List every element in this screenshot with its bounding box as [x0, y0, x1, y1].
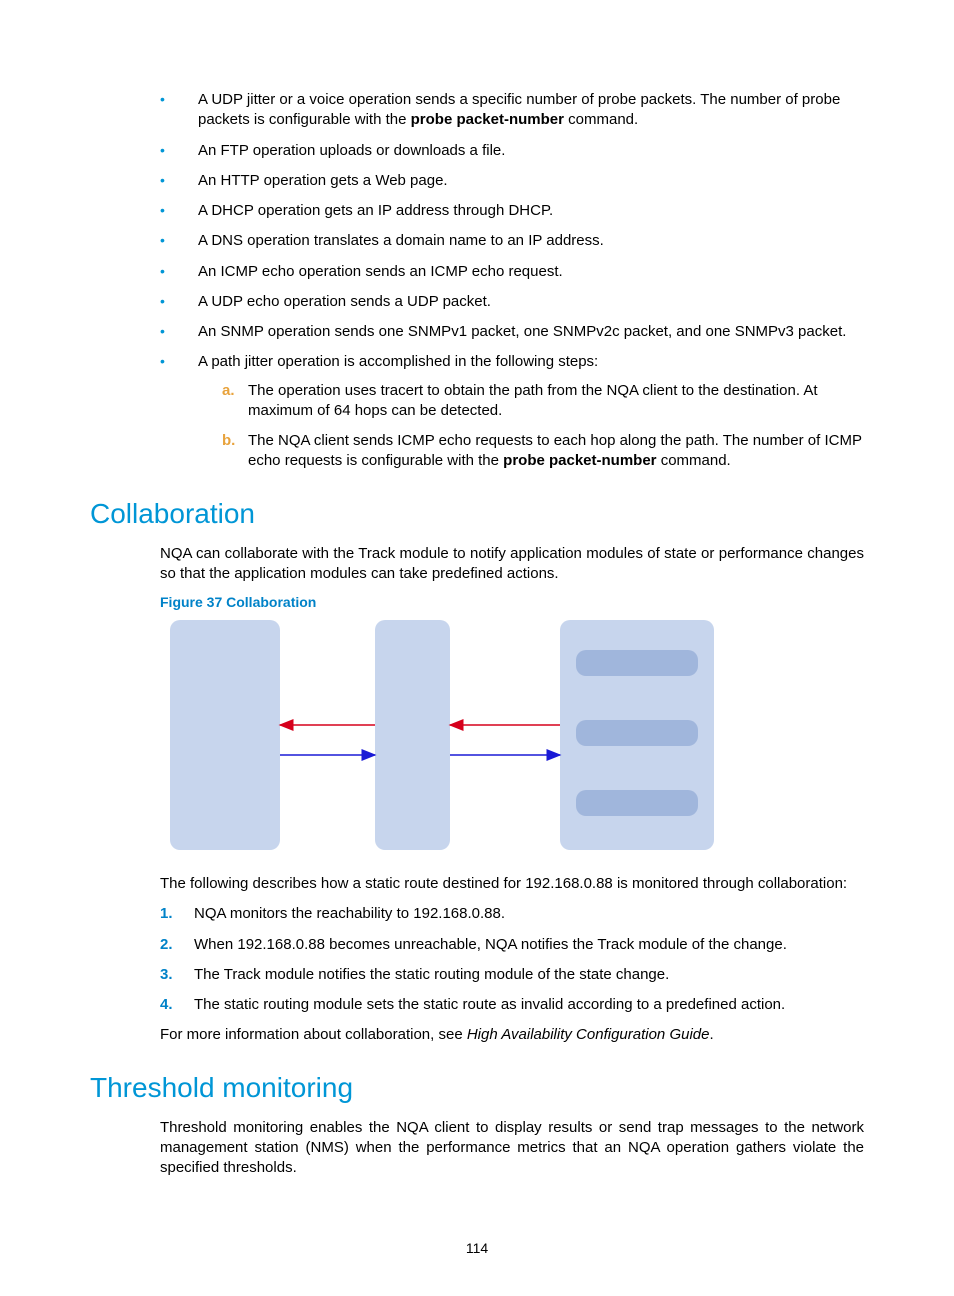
diagram-pill: [576, 720, 698, 746]
list-item: A DHCP operation gets an IP address thro…: [160, 201, 864, 221]
sub-list-item: a.The operation uses tracert to obtain t…: [222, 381, 864, 422]
list-item: A path jitter operation is accomplished …: [160, 352, 864, 471]
numbered-steps: 1.NQA monitors the reachability to 192.1…: [160, 904, 864, 1015]
step-item: 4.The static routing module sets the sta…: [160, 995, 864, 1015]
figure-caption: Figure 37 Collaboration: [160, 594, 864, 610]
list-item: A UDP jitter or a voice operation sends …: [160, 90, 864, 131]
more-info-text: For more information about collaboration…: [160, 1025, 864, 1045]
list-item: An SNMP operation sends one SNMPv1 packe…: [160, 322, 864, 342]
step-item: 2.When 192.168.0.88 becomes unreachable,…: [160, 935, 864, 955]
step-item: 3.The Track module notifies the static r…: [160, 965, 864, 985]
page-number: 114: [0, 1240, 954, 1256]
diagram-box: [170, 620, 280, 850]
threshold-heading: Threshold monitoring: [90, 1072, 864, 1104]
diagram-box: [375, 620, 450, 850]
collaboration-heading: Collaboration: [90, 498, 864, 530]
document-page: A UDP jitter or a voice operation sends …: [0, 0, 954, 1296]
after-figure-text: The following describes how a static rou…: [160, 874, 864, 894]
more-info-post: .: [709, 1026, 713, 1043]
bullet-list: A UDP jitter or a voice operation sends …: [160, 90, 864, 472]
more-info-italic: High Availability Configuration Guide: [467, 1026, 710, 1043]
collaboration-intro: NQA can collaborate with the Track modul…: [160, 544, 864, 585]
sub-list-item: b.The NQA client sends ICMP echo request…: [222, 431, 864, 472]
threshold-intro: Threshold monitoring enables the NQA cli…: [160, 1118, 864, 1179]
diagram-pill: [576, 790, 698, 816]
step-item: 1.NQA monitors the reachability to 192.1…: [160, 904, 864, 924]
list-item: An ICMP echo operation sends an ICMP ech…: [160, 262, 864, 282]
collaboration-diagram: [160, 620, 720, 860]
list-item: A DNS operation translates a domain name…: [160, 231, 864, 251]
diagram-pill: [576, 650, 698, 676]
more-info-pre: For more information about collaboration…: [160, 1026, 467, 1043]
list-item: A UDP echo operation sends a UDP packet.: [160, 292, 864, 312]
list-item: An HTTP operation gets a Web page.: [160, 171, 864, 191]
list-item: An FTP operation uploads or downloads a …: [160, 141, 864, 161]
